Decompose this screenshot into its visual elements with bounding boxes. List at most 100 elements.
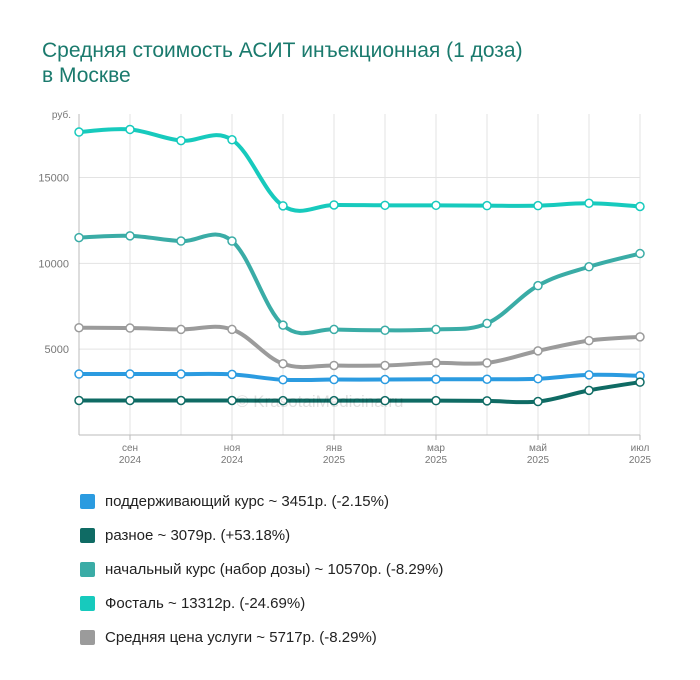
watermark: © KrasotaiMedicina.ru	[236, 392, 404, 411]
x-tick-label-month: мар	[427, 443, 445, 454]
data-point-3	[431, 374, 441, 384]
data-point-2	[176, 324, 186, 335]
data-point-4	[635, 377, 645, 387]
y-axis-unit-label: руб.	[52, 109, 71, 121]
data-point-2	[74, 322, 84, 333]
data-point-1	[125, 231, 135, 241]
x-tick-label-month: май	[529, 443, 547, 454]
data-point-2	[125, 323, 135, 333]
legend-swatch	[80, 595, 95, 611]
legend-label: поддерживающий курс ~ 3451р. (-2.15%)	[105, 492, 389, 510]
series-line-0	[77, 127, 642, 213]
data-point-4	[584, 385, 594, 396]
data-point-3	[125, 369, 135, 379]
series-line-2	[77, 324, 642, 370]
data-point-2	[380, 360, 390, 371]
legend-label: Фосталь ~ 13312р. (-24.69%)	[105, 594, 306, 612]
data-point-1	[74, 232, 84, 243]
x-tick-label-year: 2025	[323, 455, 346, 466]
legend-label: Средняя цена услуги ~ 5717р. (-8.29%)	[105, 628, 377, 646]
data-point-0	[584, 198, 594, 209]
data-point-1	[584, 262, 594, 272]
legend-swatch	[80, 561, 95, 577]
data-point-4	[74, 395, 84, 406]
x-tick-label-month: ноя	[224, 443, 241, 454]
data-point-1	[329, 324, 339, 335]
data-point-2	[482, 358, 492, 368]
legend-item-misc[interactable]: разное ~ 3079р. (+53.18%)	[80, 518, 640, 552]
data-point-3	[74, 369, 84, 379]
data-point-4	[380, 395, 390, 406]
data-point-0	[125, 124, 135, 135]
x-tick-label-month: сен	[122, 443, 138, 454]
data-point-0	[176, 135, 186, 146]
data-point-4	[431, 395, 441, 406]
x-tick-label-year: 2025	[629, 455, 652, 466]
data-point-1	[533, 280, 543, 291]
legend-item-fostal[interactable]: Фосталь ~ 13312р. (-24.69%)	[80, 586, 640, 620]
data-point-2	[329, 360, 339, 371]
data-point-3	[227, 369, 237, 380]
legend-item-maintenance[interactable]: поддерживающий курс ~ 3451р. (-2.15%)	[80, 484, 640, 518]
data-point-1	[380, 325, 390, 336]
data-point-4	[482, 396, 492, 406]
legend-item-initial-course[interactable]: начальный курс (набор дозы) ~ 10570р. (-…	[80, 552, 640, 586]
legend-label: разное ~ 3079р. (+53.18%)	[105, 526, 291, 544]
x-tick-label-year: 2024	[221, 455, 244, 466]
series-line-3	[77, 371, 642, 383]
data-point-0	[227, 134, 237, 145]
data-point-1	[278, 320, 288, 330]
data-point-1	[227, 236, 237, 246]
data-point-3	[380, 374, 390, 385]
data-point-4	[125, 395, 135, 406]
data-point-0	[74, 127, 84, 137]
line-chart: 50001000015000руб.сен2024ноя2024янв2025м…	[38, 109, 652, 466]
data-point-0	[278, 201, 288, 211]
chart-title: Средняя стоимость АСИТ инъекционная (1 д…	[42, 38, 642, 88]
data-point-3	[329, 374, 339, 385]
data-point-2	[431, 358, 441, 368]
data-point-2	[584, 335, 594, 346]
y-tick-label: 5000	[45, 344, 69, 356]
data-point-2	[635, 332, 645, 342]
data-point-0	[533, 200, 543, 211]
x-tick-label-year: 2025	[527, 455, 550, 466]
data-point-4	[533, 396, 543, 407]
data-point-1	[482, 318, 492, 329]
x-tick-label-month: июл	[631, 443, 650, 454]
data-point-0	[482, 200, 492, 211]
x-tick-label-year: 2025	[425, 455, 448, 466]
data-point-4	[227, 395, 237, 406]
data-point-4	[176, 395, 186, 406]
chart-title-line2: в Москве	[42, 64, 131, 87]
data-point-1	[431, 324, 441, 335]
data-point-3	[584, 370, 594, 380]
legend-swatch	[80, 493, 95, 509]
data-point-0	[635, 201, 645, 212]
series-line-1	[77, 232, 642, 336]
legend-swatch	[80, 527, 95, 543]
chart-title-line1: Средняя стоимость АСИТ инъекционная (1 д…	[42, 39, 523, 62]
chart-legend: поддерживающий курс ~ 3451р. (-2.15%) ра…	[80, 484, 640, 654]
data-point-4	[278, 395, 288, 406]
data-point-3	[482, 374, 492, 384]
data-point-3	[278, 374, 288, 385]
data-point-4	[329, 395, 339, 406]
data-point-3	[176, 369, 186, 379]
x-tick-label-month: янв	[326, 443, 342, 454]
data-point-0	[380, 200, 390, 211]
data-point-3	[533, 373, 543, 384]
data-point-2	[533, 346, 543, 356]
data-point-1	[635, 248, 645, 259]
y-tick-label: 15000	[38, 173, 69, 185]
data-point-0	[329, 200, 339, 210]
x-tick-label-year: 2024	[119, 455, 142, 466]
data-point-2	[278, 359, 288, 369]
data-point-2	[227, 324, 237, 335]
legend-swatch	[80, 629, 95, 645]
legend-label: начальный курс (набор дозы) ~ 10570р. (-…	[105, 560, 444, 578]
legend-item-average-price[interactable]: Средняя цена услуги ~ 5717р. (-8.29%)	[80, 620, 640, 654]
data-point-1	[176, 236, 186, 246]
y-tick-label: 10000	[38, 258, 69, 270]
data-point-0	[431, 200, 441, 211]
